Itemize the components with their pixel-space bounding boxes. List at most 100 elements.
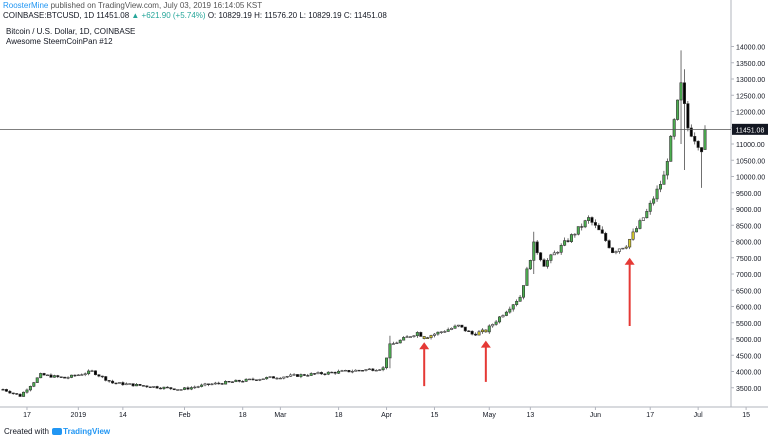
candle-body — [182, 387, 186, 390]
candle-body — [566, 240, 570, 242]
candle-body — [402, 337, 406, 341]
ohlc-open: O: 10829.19 — [207, 11, 252, 20]
candle-body — [498, 316, 502, 323]
candle-body — [453, 325, 457, 329]
legend-title: Bitcoin / U.S. Dollar, 1D, COINBASE — [6, 27, 136, 36]
candle-body — [518, 296, 522, 302]
candle-body — [385, 357, 389, 369]
candle-body — [42, 373, 46, 376]
candle-body — [319, 372, 323, 375]
y-tick-label: 10000.00 — [736, 175, 765, 182]
candle-body — [18, 393, 22, 397]
y-tick-label: 14000.00 — [736, 45, 765, 52]
annotation-arrows — [419, 257, 635, 387]
y-tick-label: 6000.00 — [736, 305, 761, 312]
last-price-badge — [732, 123, 768, 135]
candle-body — [480, 329, 484, 333]
candles — [1, 50, 707, 397]
candle-body — [542, 259, 546, 267]
candle-body — [463, 326, 467, 332]
candle-body — [422, 336, 426, 339]
candle-body — [172, 388, 176, 391]
candle-body — [66, 377, 70, 379]
candle-body — [97, 374, 101, 377]
x-tick-label: 2019 — [71, 412, 87, 419]
x-tick-label: 13 — [526, 412, 534, 419]
footer-brand[interactable]: TradingView — [63, 427, 111, 436]
x-tick-label: 17 — [646, 412, 654, 419]
candle-body — [337, 370, 341, 374]
candle-body — [682, 82, 686, 104]
candle-body — [367, 368, 371, 371]
y-tick-label: 4500.00 — [736, 353, 761, 360]
candle-body — [552, 252, 556, 256]
candle-body — [4, 389, 8, 392]
candle-body — [604, 233, 608, 241]
candle-body — [569, 234, 573, 242]
candle-body — [658, 184, 662, 190]
candle-body — [114, 382, 118, 385]
candle-body — [193, 386, 197, 389]
candle-body — [357, 369, 361, 372]
candle-body — [213, 382, 217, 385]
candle-body — [522, 285, 526, 298]
candle-body — [121, 382, 125, 386]
candle-body — [39, 373, 43, 379]
last-price-label: 11451.08 — [736, 127, 765, 134]
candle-body — [165, 386, 169, 389]
ohlc-low: L: 10829.19 — [299, 11, 342, 20]
candle-body — [676, 99, 680, 120]
candle-body — [237, 379, 241, 382]
y-tick-label: 12000.00 — [736, 110, 765, 117]
y-tick-label: 4000.00 — [736, 370, 761, 377]
candle-body — [234, 379, 238, 383]
candle-body — [607, 240, 611, 249]
candle-body — [573, 233, 577, 236]
candle-body — [583, 220, 587, 228]
y-tick-label: 10500.00 — [736, 158, 765, 165]
y-tick-label: 11000.00 — [736, 142, 765, 149]
candle-body — [203, 383, 207, 386]
tradingview-logo-icon — [52, 428, 63, 435]
candle-body — [429, 335, 433, 338]
candle-body — [432, 333, 436, 336]
candle-body — [138, 384, 142, 386]
y-tick-label: 7500.00 — [736, 256, 761, 263]
candle-body — [186, 387, 190, 390]
candle-body — [405, 336, 409, 338]
candle-body — [443, 331, 447, 333]
x-tick-label: Jun — [590, 412, 601, 419]
candle-body — [621, 247, 625, 250]
candle-body — [665, 161, 669, 176]
y-tick-label: 5000.00 — [736, 337, 761, 344]
candle-body — [679, 82, 683, 101]
candle-body — [261, 378, 265, 380]
candle-body — [52, 375, 56, 378]
candle-body — [474, 333, 478, 336]
candle-body — [56, 375, 60, 378]
candle-body — [323, 373, 327, 375]
candle-body — [28, 385, 32, 391]
candle-body — [248, 378, 252, 381]
candle-body — [693, 136, 697, 142]
candle-body — [145, 385, 149, 388]
candle-body — [135, 384, 139, 387]
candle-body — [689, 127, 693, 137]
candle-body — [652, 198, 656, 204]
candle-body — [63, 376, 67, 379]
candle-body — [590, 217, 594, 223]
chart-header: RoosterMine published on TradingView.com… — [3, 1, 262, 11]
y-tick-label: 9500.00 — [736, 191, 761, 198]
candle-body — [220, 383, 224, 385]
candle-body — [87, 370, 91, 375]
candle-body — [467, 330, 471, 332]
candle-body — [210, 383, 214, 386]
author-link[interactable]: RoosterMine — [3, 1, 49, 10]
candle-body — [378, 369, 382, 371]
red-arrow-head — [480, 340, 491, 348]
candle-body — [381, 367, 385, 371]
candle-body — [224, 381, 228, 385]
candle-body — [511, 304, 515, 310]
candle-body — [703, 129, 707, 150]
